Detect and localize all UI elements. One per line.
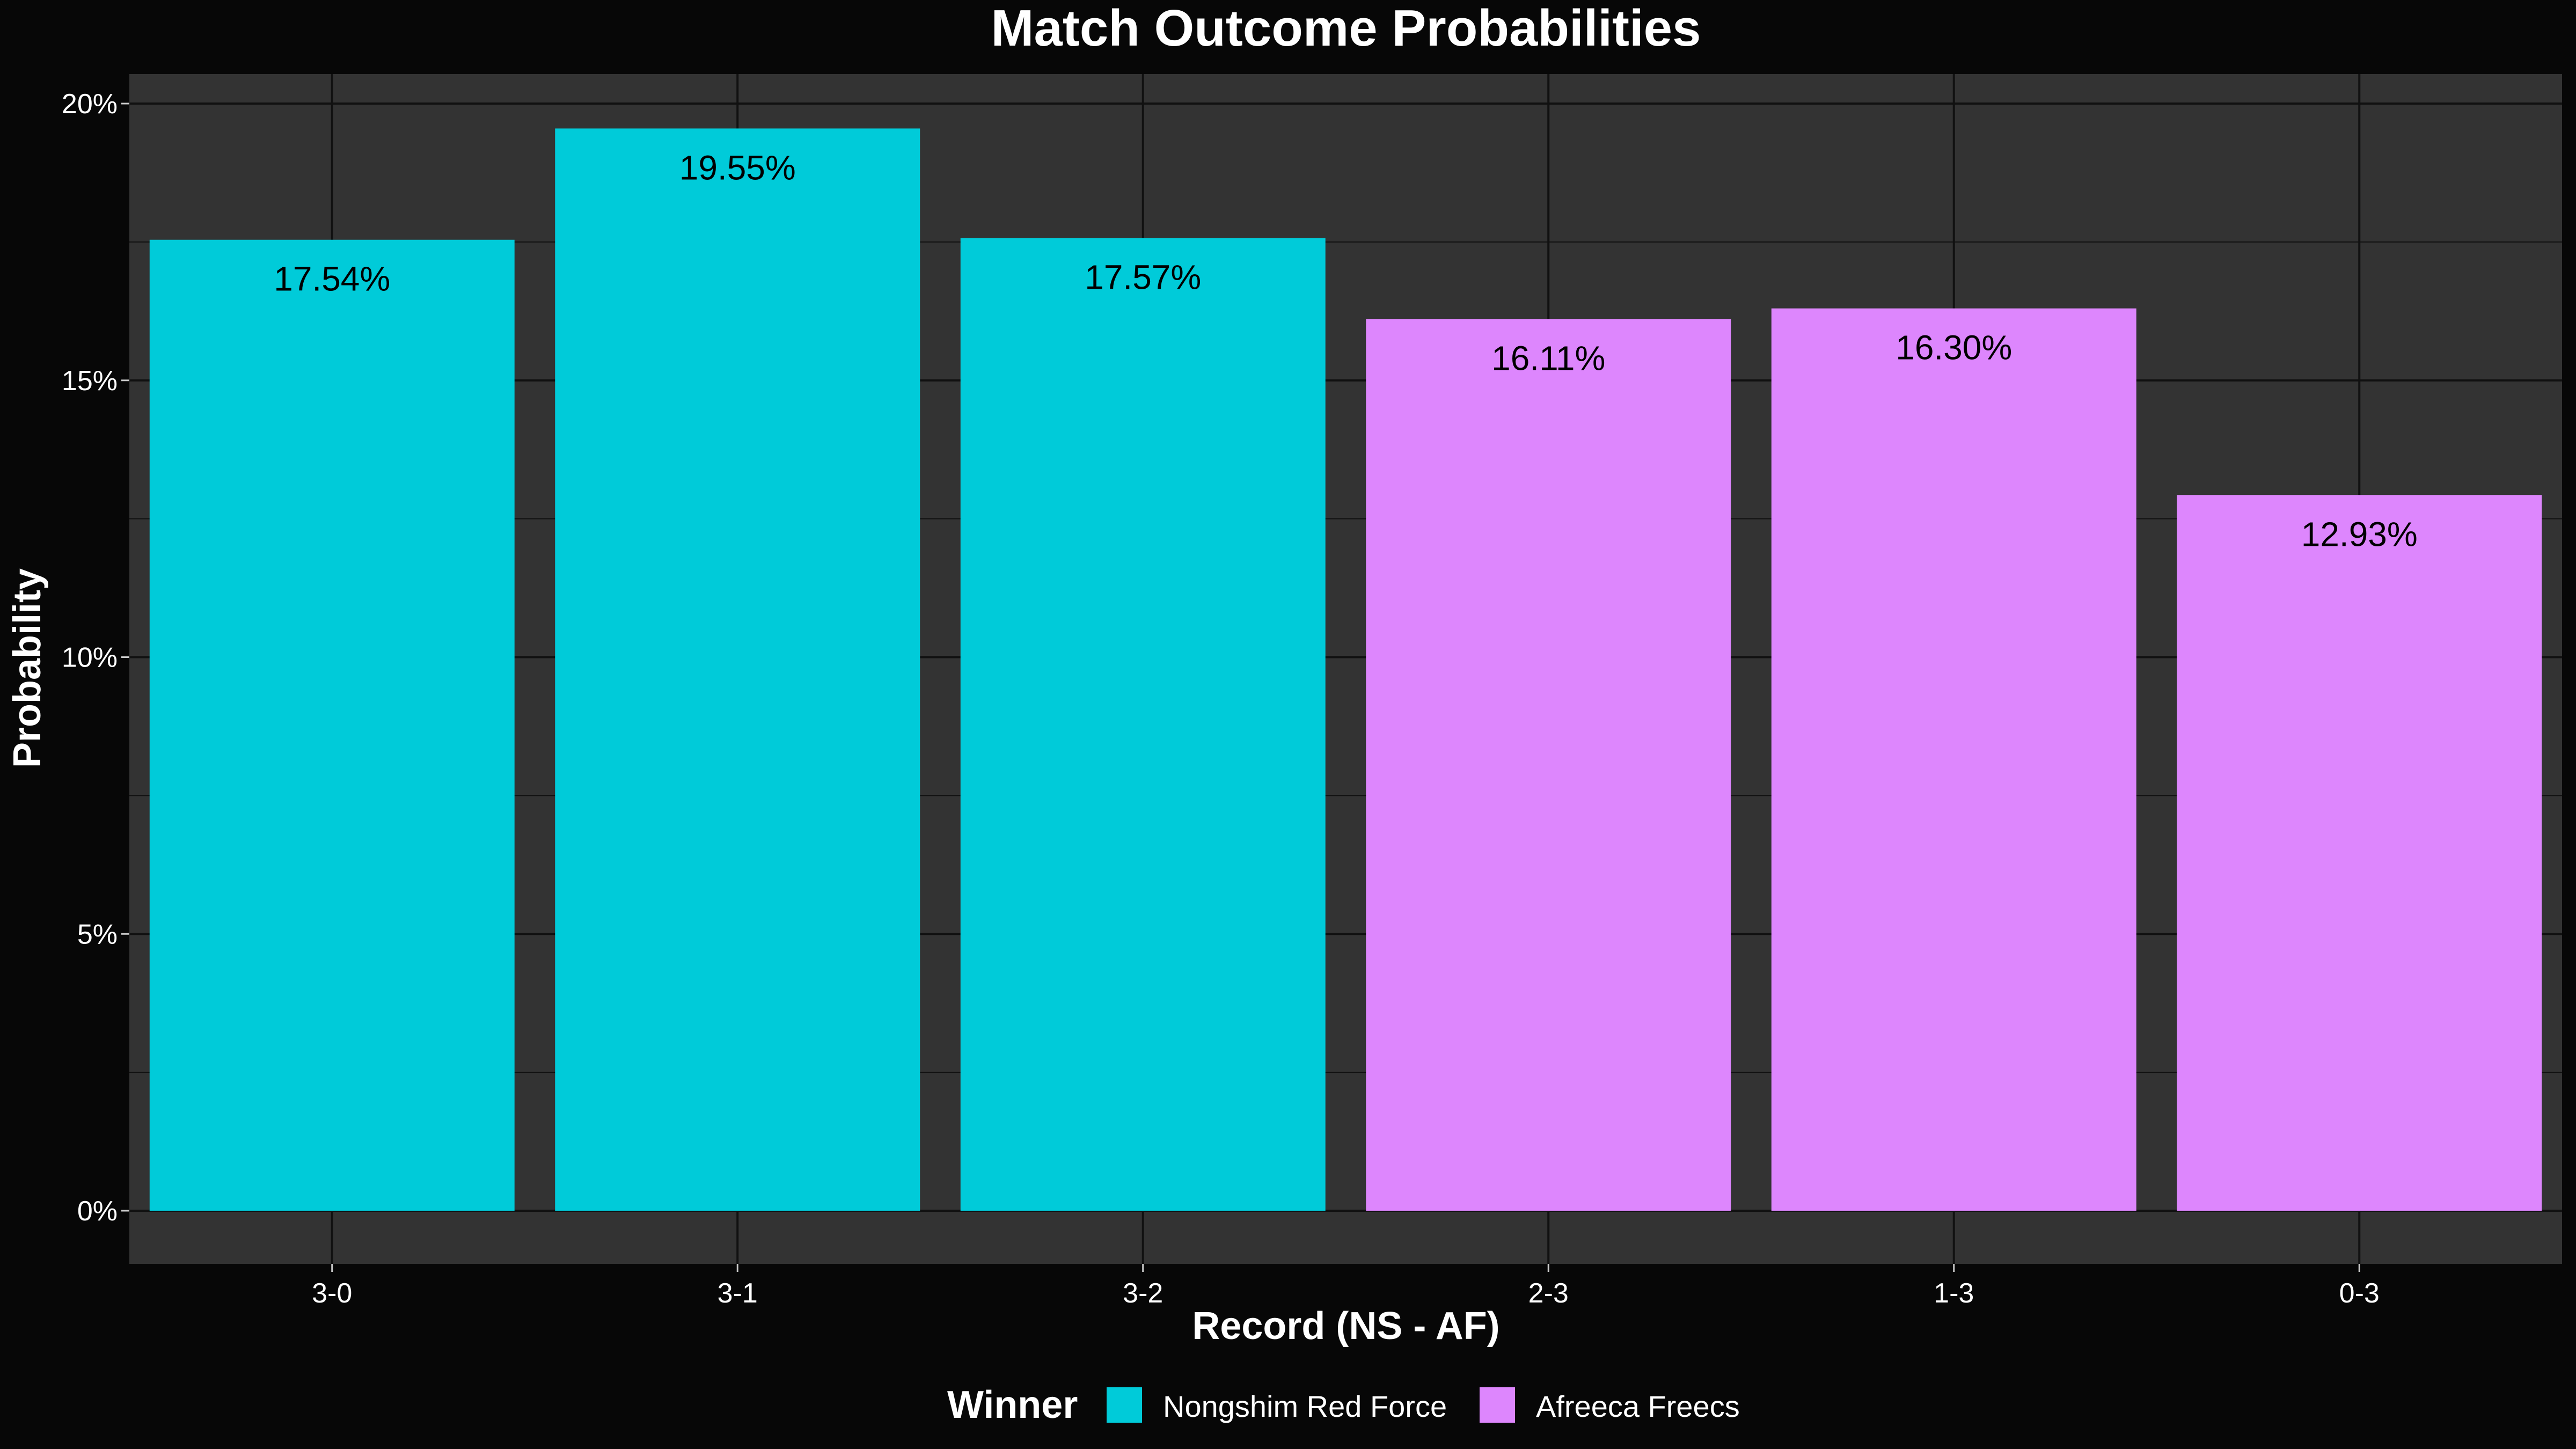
legend-label-afreeca: Afreeca Freecs bbox=[1536, 1389, 1740, 1423]
x-axis-label: Record (NS - AF) bbox=[1192, 1305, 1499, 1348]
bars bbox=[149, 128, 2542, 1211]
bar-value-label: 17.54% bbox=[274, 260, 390, 298]
x-tick-label: 1-3 bbox=[1934, 1278, 1974, 1309]
x-tick-label: 3-0 bbox=[312, 1278, 352, 1309]
axes: 0% 5% 10% 15% 20% 3-0 3-1 3-2 2-3 1-3 0-3 bbox=[62, 89, 2380, 1309]
x-tick-label: 3-1 bbox=[718, 1278, 758, 1309]
y-tick-label: 10% bbox=[62, 642, 118, 674]
legend-title: Winner bbox=[947, 1384, 1078, 1426]
legend: Winner Nongshim Red Force Afreeca Freecs bbox=[947, 1384, 1740, 1426]
bar-1-3 bbox=[1771, 308, 2136, 1211]
y-tick-label: 20% bbox=[62, 89, 118, 120]
legend-key-afreeca bbox=[1480, 1387, 1515, 1423]
x-tick-label: 3-2 bbox=[1123, 1278, 1163, 1309]
bar-labels: 17.54% 19.55% 17.57% 16.11% 16.30% 12.93% bbox=[274, 148, 2418, 553]
bar-3-0 bbox=[149, 239, 515, 1211]
bar-value-label: 12.93% bbox=[2301, 515, 2418, 553]
legend-key-nongshim bbox=[1107, 1387, 1142, 1423]
bar-value-label: 16.11% bbox=[1491, 339, 1605, 377]
bar-3-2 bbox=[960, 238, 1326, 1211]
chart-title: Match Outcome Probabilities bbox=[991, 0, 1701, 57]
bar-0-3 bbox=[2177, 495, 2542, 1211]
bar-value-label: 19.55% bbox=[679, 148, 796, 187]
x-tick-label: 0-3 bbox=[2339, 1278, 2380, 1309]
bar-value-label: 16.30% bbox=[1896, 328, 2012, 367]
bar-3-1 bbox=[555, 128, 920, 1211]
y-axis-label: Probability bbox=[6, 568, 49, 768]
bar-2-3 bbox=[1366, 319, 1731, 1211]
y-tick-label: 5% bbox=[77, 919, 118, 950]
x-tick-label: 2-3 bbox=[1528, 1278, 1569, 1309]
y-tick-label: 0% bbox=[77, 1196, 118, 1227]
y-tick-label: 15% bbox=[62, 365, 118, 397]
plot-panel bbox=[129, 74, 2562, 1264]
legend-label-nongshim: Nongshim Red Force bbox=[1163, 1389, 1447, 1423]
bar-value-label: 17.57% bbox=[1085, 258, 1201, 297]
